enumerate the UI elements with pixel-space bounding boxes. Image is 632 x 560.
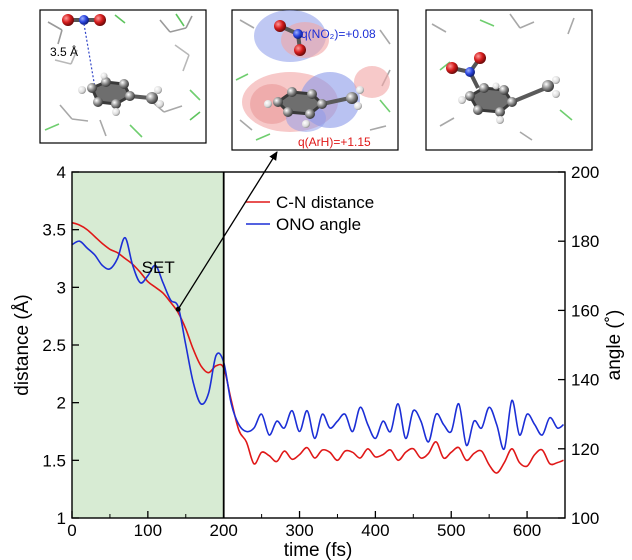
no2-molecule-2 bbox=[274, 20, 306, 56]
sigma-complex-molecule bbox=[446, 52, 560, 124]
distance-line bbox=[83, 23, 96, 89]
right-tick-label: 100 bbox=[571, 509, 599, 528]
series-line-cn-distance bbox=[71, 221, 564, 474]
x-tick-label: 500 bbox=[437, 521, 465, 540]
inset-panel-1: 3.5 Å bbox=[39, 9, 207, 144]
set-annotation-arrow bbox=[177, 151, 278, 310]
series-line-ono-angle bbox=[71, 236, 565, 450]
left-tick-label: 2.5 bbox=[42, 336, 66, 355]
left-tick-label: 1.5 bbox=[42, 451, 66, 470]
left-tick-label: 1 bbox=[57, 509, 66, 528]
left-axis-label: distance (Å) bbox=[12, 294, 33, 395]
right-tick-label: 160 bbox=[571, 301, 599, 320]
x-tick-label: 200 bbox=[210, 521, 238, 540]
right-tick-label: 120 bbox=[571, 440, 599, 459]
legend-label-cn: C-N distance bbox=[276, 193, 374, 212]
x-tick-label: 600 bbox=[513, 521, 541, 540]
right-axis-label: angle (˚) bbox=[604, 310, 625, 381]
x-tick-label: 0 bbox=[67, 521, 76, 540]
toluene-molecule-2 bbox=[264, 86, 364, 128]
charge-label-no2: q(NO₂)=+0.08 bbox=[301, 27, 376, 41]
x-tick-label: 100 bbox=[134, 521, 162, 540]
left-tick-label: 3.5 bbox=[42, 221, 66, 240]
legend: C-N distance ONO angle bbox=[246, 193, 374, 234]
legend-label-ono: ONO angle bbox=[276, 215, 361, 234]
no2-molecule-1 bbox=[62, 14, 106, 26]
right-axis-ticks: 100 120 140 160 180 200 bbox=[558, 163, 599, 528]
chart: 0 100 200 300 400 500 600 1 1.5 2 2.5 3 3.5 4 100 120… bbox=[12, 151, 625, 560]
inset-panel-3 bbox=[425, 9, 593, 151]
set-annotation-label: SET bbox=[142, 258, 175, 277]
solvent-background-3 bbox=[431, 13, 575, 141]
shaded-region bbox=[72, 172, 224, 518]
left-tick-label: 3 bbox=[57, 278, 66, 297]
x-axis-label: time (fs) bbox=[284, 540, 353, 560]
right-tick-label: 200 bbox=[571, 163, 599, 182]
series-lines bbox=[71, 221, 565, 474]
left-axis-ticks: 1 1.5 2 2.5 3 3.5 4 bbox=[42, 163, 79, 528]
x-tick-label: 400 bbox=[361, 521, 389, 540]
toluene-molecule-1 bbox=[78, 72, 164, 116]
x-tick-label: 300 bbox=[285, 521, 313, 540]
x-axis-ticks: 0 100 200 300 400 500 600 bbox=[67, 511, 541, 540]
left-tick-label: 2 bbox=[57, 394, 66, 413]
left-tick-label: 4 bbox=[57, 163, 66, 182]
inset-panel-2: q(NO₂)=+0.08 q(ArH)=+1.15 bbox=[231, 9, 399, 151]
distance-label: 3.5 Å bbox=[50, 44, 78, 59]
charge-label-arh: q(ArH)=+1.15 bbox=[298, 135, 371, 149]
plot-frame bbox=[71, 171, 566, 519]
solvent-background-1 bbox=[44, 13, 201, 138]
right-tick-label: 180 bbox=[571, 232, 599, 251]
right-tick-label: 140 bbox=[571, 371, 599, 390]
